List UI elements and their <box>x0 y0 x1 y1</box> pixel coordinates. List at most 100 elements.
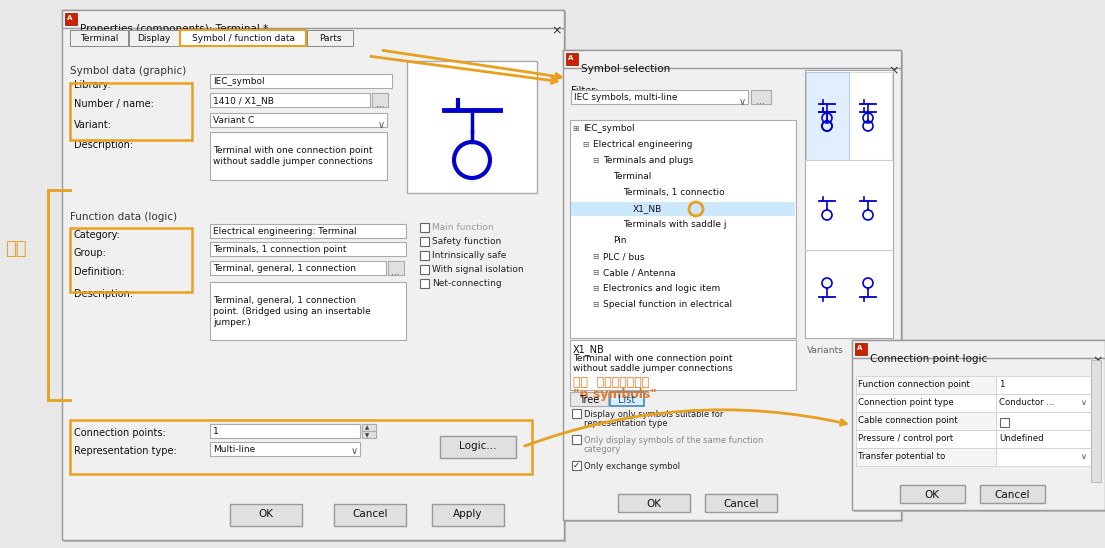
Bar <box>572 461 581 470</box>
Text: Definition:: Definition: <box>74 267 125 277</box>
Text: Only display symbols of the same function: Only display symbols of the same functio… <box>585 436 764 445</box>
Text: Properties (components): Terminal *: Properties (components): Terminal * <box>80 24 269 34</box>
Text: With signal isolation: With signal isolation <box>432 265 524 274</box>
Bar <box>705 494 777 512</box>
Bar <box>610 392 644 406</box>
Text: ∨: ∨ <box>1081 452 1087 461</box>
Text: point. (Bridged using an insertable: point. (Bridged using an insertable <box>213 307 371 316</box>
Text: Pin: Pin <box>613 236 627 245</box>
Text: without saddle jumper connections: without saddle jumper connections <box>573 364 733 373</box>
Text: Description:: Description: <box>74 140 133 150</box>
Bar <box>210 113 387 127</box>
Bar <box>210 242 406 256</box>
Text: 1410 / X1_NB: 1410 / X1_NB <box>213 96 274 105</box>
Text: OK: OK <box>259 509 274 519</box>
Text: Description:: Description: <box>74 289 133 299</box>
Text: ∨: ∨ <box>739 97 746 107</box>
Text: ...: ... <box>376 100 385 109</box>
Text: Undefined: Undefined <box>999 434 1043 443</box>
Text: Terminal: Terminal <box>613 172 651 181</box>
Bar <box>362 431 376 438</box>
Text: ∨: ∨ <box>351 446 358 456</box>
Text: 组织: 组织 <box>6 240 27 258</box>
Text: ×: × <box>888 64 898 77</box>
Bar <box>210 224 406 238</box>
Bar <box>362 424 376 431</box>
Text: Cancel: Cancel <box>724 499 759 509</box>
Text: category: category <box>585 445 621 454</box>
Text: 1: 1 <box>999 380 1004 389</box>
Bar <box>565 52 903 522</box>
Text: Category:: Category: <box>74 230 120 240</box>
Bar <box>420 223 429 232</box>
Bar <box>65 13 77 25</box>
Bar <box>64 12 566 542</box>
Bar <box>372 93 388 107</box>
Bar <box>180 30 306 46</box>
Text: Electrical engineering: Terminal: Electrical engineering: Terminal <box>213 227 357 236</box>
Text: PLC / bus: PLC / bus <box>603 252 644 261</box>
Text: Connection points:: Connection points: <box>74 428 166 438</box>
Bar <box>407 61 537 193</box>
Bar <box>996 448 1091 466</box>
Text: Group:: Group: <box>74 248 107 258</box>
Bar <box>570 340 796 390</box>
Bar <box>1091 360 1101 482</box>
Text: Terminal with one connection point: Terminal with one connection point <box>573 354 733 363</box>
Text: Terminal with one connection point: Terminal with one connection point <box>213 146 372 155</box>
Text: ⊟: ⊟ <box>582 140 588 149</box>
Text: Cable / Antenna: Cable / Antenna <box>603 268 675 277</box>
Bar <box>856 448 996 466</box>
Text: ⊞: ⊞ <box>572 124 578 133</box>
Bar <box>62 10 564 28</box>
Bar <box>334 504 406 526</box>
Text: Terminals and plugs: Terminals and plugs <box>603 156 693 165</box>
Text: ⊟: ⊟ <box>592 252 599 261</box>
Text: ⊟: ⊟ <box>592 284 599 293</box>
Text: Connection point logic: Connection point logic <box>870 354 987 364</box>
Text: Variants: Variants <box>807 346 844 355</box>
Text: IEC_symbol: IEC_symbol <box>213 77 264 86</box>
Bar <box>618 494 690 512</box>
Bar <box>856 412 996 430</box>
Text: Electrical engineering: Electrical engineering <box>593 140 693 149</box>
Bar <box>996 376 1091 394</box>
Text: ×: × <box>551 24 561 37</box>
Bar <box>440 436 516 458</box>
Bar <box>210 442 360 456</box>
Bar <box>420 237 429 246</box>
Bar <box>852 340 1105 358</box>
Text: ×: × <box>1092 354 1103 367</box>
Text: Cable connection point: Cable connection point <box>857 416 958 425</box>
Text: Terminals, 1 connectio: Terminals, 1 connectio <box>623 188 725 197</box>
Bar <box>572 409 581 418</box>
Text: Variant:: Variant: <box>74 120 112 130</box>
Text: Electronics and logic item: Electronics and logic item <box>603 284 720 293</box>
Text: List: List <box>619 395 635 405</box>
Text: Representation type:: Representation type: <box>74 446 177 456</box>
Text: Connection point type: Connection point type <box>857 398 954 407</box>
Text: Number / name:: Number / name: <box>74 99 154 109</box>
Text: 1: 1 <box>213 427 219 436</box>
Text: ▼: ▼ <box>365 433 369 438</box>
Text: IEC symbols, multi-line: IEC symbols, multi-line <box>573 93 677 102</box>
Bar <box>571 90 748 104</box>
Bar <box>856 394 996 412</box>
Text: representation type: representation type <box>585 419 667 428</box>
Text: Special function in electrical: Special function in electrical <box>603 300 733 309</box>
Bar <box>70 83 192 140</box>
Bar <box>420 251 429 260</box>
Text: "n symbols": "n symbols" <box>573 388 656 401</box>
Bar <box>856 376 996 394</box>
Bar <box>996 430 1091 448</box>
Text: Function connection point: Function connection point <box>857 380 970 389</box>
Bar <box>806 72 849 160</box>
Text: Apply: Apply <box>453 509 483 519</box>
Text: Net-connecting: Net-connecting <box>432 279 502 288</box>
Text: Terminals with saddle j: Terminals with saddle j <box>623 220 726 229</box>
Text: OK: OK <box>925 490 939 500</box>
Text: Safety function: Safety function <box>432 237 502 246</box>
Text: ⊟: ⊟ <box>592 268 599 277</box>
Text: without saddle jumper connections: without saddle jumper connections <box>213 157 372 166</box>
Bar <box>856 430 996 448</box>
